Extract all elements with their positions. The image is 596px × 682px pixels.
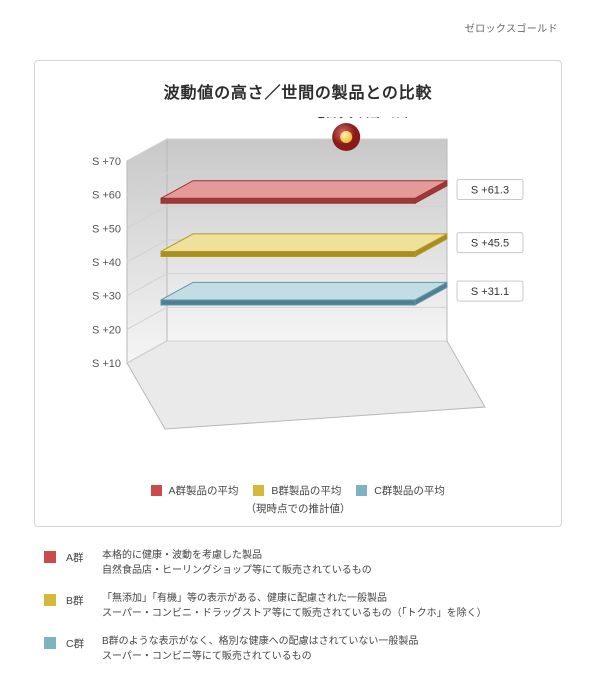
definition-swatch-c [44, 637, 56, 649]
definition-label-c: C群 [66, 636, 94, 651]
svg-text:ゼロックスゴールド: ゼロックスゴールド [315, 117, 414, 120]
svg-text:S +10: S +10 [92, 358, 121, 370]
definitions: A群 本格的に健康・波動を考慮した製品 自然食品店・ヒーリングショップ等にて販売… [34, 549, 562, 664]
definition-label-a: A群 [66, 550, 94, 565]
legend-swatch-b [253, 485, 264, 496]
svg-text:S +40: S +40 [92, 257, 121, 269]
legend-label-a: A群製品の平均 [169, 485, 239, 497]
legend-row: A群製品の平均 B群製品の平均 C群製品の平均 [151, 483, 445, 498]
legend: A群製品の平均 B群製品の平均 C群製品の平均 （現時点での推計値） [53, 483, 543, 516]
svg-text:S +61.3: S +61.3 [471, 184, 509, 196]
svg-text:S +31.1: S +31.1 [471, 286, 509, 298]
svg-text:S +70: S +70 [92, 156, 121, 168]
svg-text:S +45.5: S +45.5 [471, 238, 509, 250]
definition-row-a: A群 本格的に健康・波動を考慮した製品 自然食品店・ヒーリングショップ等にて販売… [44, 549, 552, 578]
chart-svg: S +10 S +20 S +30 S +40 S +50 S +60 S +70 S +31… [53, 117, 543, 477]
definition-row-c: C群 B群のような表示がなく、格別な健康への配慮はされていない一般製品 スーパー… [44, 635, 552, 664]
legend-label-b: B群製品の平均 [271, 485, 341, 497]
legend-label-c: C群製品の平均 [374, 485, 445, 497]
definition-label-b: B群 [66, 593, 94, 608]
legend-swatch-c [356, 485, 367, 496]
definition-text-c: B群のような表示がなく、格別な健康への配慮はされていない一般製品 スーパー・コン… [102, 635, 418, 664]
legend-swatch-a [151, 485, 162, 496]
svg-text:S +30: S +30 [92, 291, 121, 303]
chart-title: 波動値の高さ／世間の製品との比較 [53, 79, 543, 103]
brand-label: ゼロックスゴールド [465, 20, 558, 35]
legend-note: （現時点での推計値） [53, 501, 543, 516]
svg-text:S +20: S +20 [92, 324, 121, 336]
svg-text:S +60: S +60 [92, 190, 121, 202]
definition-swatch-b [44, 594, 56, 606]
svg-text:S +50: S +50 [92, 223, 121, 235]
page: ゼロックスゴールド 波動値の高さ／世間の製品との比較 S +10S +20S +… [0, 0, 596, 682]
chart-panel: 波動値の高さ／世間の製品との比較 S +10S +20S +30S +40S +… [34, 60, 562, 527]
definition-row-b: B群 「無添加」「有機」等の表示がある、健康に配慮された一般製品 スーパー・コン… [44, 592, 552, 621]
chart: S +10 S +20 S +30 S +40 S +50 S +60 S +70 S +31… [53, 117, 543, 477]
definition-text-b: 「無添加」「有機」等の表示がある、健康に配慮された一般製品 スーパー・コンビニ・… [102, 592, 487, 621]
definition-swatch-a [44, 551, 56, 563]
definition-text-a: 本格的に健康・波動を考慮した製品 自然食品店・ヒーリングショップ等にて販売されて… [102, 549, 372, 578]
